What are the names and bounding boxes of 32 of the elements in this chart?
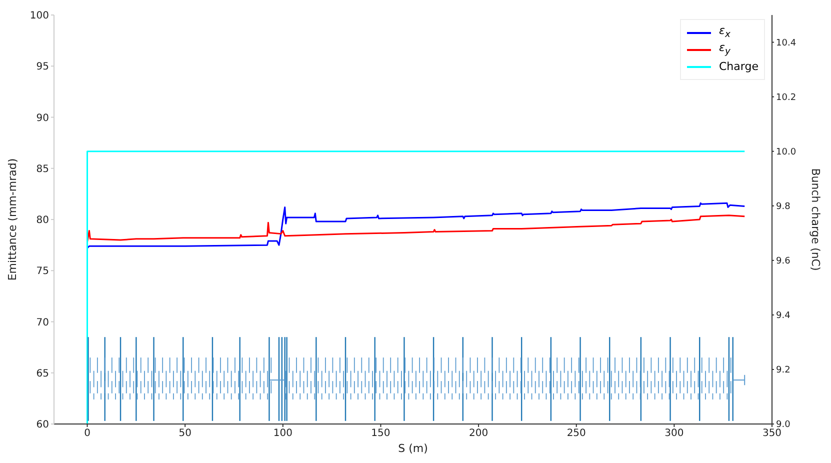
x-tick-label: 0 — [84, 428, 90, 440]
y-tick-label: 90 — [36, 112, 49, 124]
y2-tick-label: 10.0 — [776, 148, 796, 158]
x-tick-label: 150 — [371, 428, 390, 440]
y2-tick-label: 10.4 — [776, 38, 796, 48]
y2-tick-label: 9.2 — [776, 366, 790, 376]
x-tick-label: 100 — [273, 428, 292, 440]
y-tick-label: 60 — [36, 420, 49, 431]
line-series — [86, 214, 746, 243]
y2-tick-label: 9.4 — [776, 311, 791, 322]
y-tick-label: 65 — [36, 368, 49, 380]
x-tick-label: 200 — [468, 428, 488, 440]
x-axis-title: S (m) — [398, 442, 428, 455]
line-series — [86, 202, 746, 249]
y2-tick-label: 10.2 — [776, 92, 796, 103]
x-tick-label: 50 — [178, 428, 192, 440]
y2-axis-title: Bunch charge (nC) — [809, 168, 822, 271]
legend-label: ε$_{y}$ — [719, 41, 730, 58]
y-tick-label: 80 — [36, 215, 49, 226]
legend-label: Charge — [719, 60, 758, 73]
x-tick-label: 300 — [664, 428, 684, 440]
x-tick-label: 350 — [762, 428, 782, 440]
x-tick-label: 250 — [566, 428, 586, 440]
y-tick-label: 95 — [36, 62, 49, 73]
y-tick-label: 85 — [36, 164, 49, 175]
y-tick-label: 75 — [36, 266, 49, 278]
y2-tick-label: 9.6 — [776, 256, 791, 267]
y2-tick-label: 9.8 — [776, 202, 791, 212]
y-tick-label: 100 — [30, 10, 49, 22]
y-axis-title: Emittance (mm-mrad) — [6, 158, 19, 281]
legend-label: ε$_{x}$ — [719, 24, 730, 41]
y-tick-label: 70 — [36, 317, 49, 328]
